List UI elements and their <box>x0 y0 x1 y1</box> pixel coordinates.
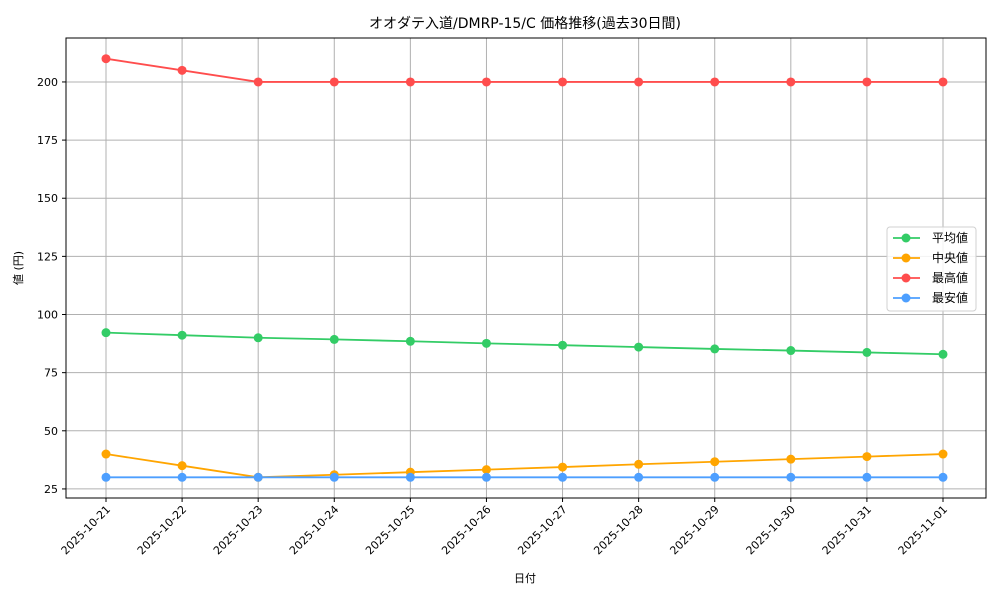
data-point <box>405 472 415 482</box>
legend-marker-icon <box>901 273 911 283</box>
x-tick-label: 2025-10-27 <box>515 503 569 557</box>
legend-marker-icon <box>901 293 911 303</box>
data-point <box>329 472 339 482</box>
data-point <box>634 77 644 87</box>
y-tick-label: 75 <box>44 367 58 380</box>
data-point <box>710 77 720 87</box>
data-point <box>329 334 339 344</box>
data-point <box>558 340 568 350</box>
data-point <box>862 472 872 482</box>
x-axis-ticks: 2025-10-21 2025-10-22 2025-10-23 2025-10-24… <box>59 498 950 557</box>
x-tick-label: 2025-10-25 <box>363 503 417 557</box>
legend-label: 最安値 <box>932 290 968 305</box>
data-point <box>710 472 720 482</box>
data-point <box>177 472 187 482</box>
series-line <box>101 472 948 482</box>
legend-label: 最高値 <box>932 270 968 285</box>
data-point <box>177 461 187 471</box>
x-tick-label: 2025-10-29 <box>667 503 721 557</box>
data-point <box>786 77 796 87</box>
y-tick-label: 175 <box>37 134 58 147</box>
data-point <box>101 449 111 459</box>
y-axis-ticks: 25 50 75 100 125 150 175 200 <box>37 76 66 496</box>
data-point <box>786 472 796 482</box>
legend-marker-icon <box>901 253 911 263</box>
legend-label: 平均値 <box>932 230 968 245</box>
data-point <box>405 77 415 87</box>
legend-label: 中央値 <box>932 250 968 265</box>
data-point <box>862 347 872 357</box>
data-point <box>481 338 491 348</box>
data-point <box>481 77 491 87</box>
y-tick-label: 150 <box>37 192 58 205</box>
data-point <box>634 459 644 469</box>
y-tick-label: 125 <box>37 250 58 263</box>
x-tick-label: 2025-10-30 <box>744 503 798 557</box>
data-point <box>101 54 111 64</box>
y-axis-label: 値 (円) <box>12 251 25 285</box>
data-point <box>481 472 491 482</box>
data-point <box>938 472 948 482</box>
data-point <box>938 77 948 87</box>
x-tick-label: 2025-10-22 <box>135 503 189 557</box>
data-point <box>710 457 720 467</box>
data-point <box>177 330 187 340</box>
legend-marker-icon <box>901 233 911 243</box>
x-tick-label: 2025-10-21 <box>59 503 113 557</box>
x-tick-label: 2025-10-24 <box>287 503 341 557</box>
data-point <box>938 349 948 359</box>
data-point <box>786 454 796 464</box>
data-point <box>481 465 491 475</box>
data-point <box>405 336 415 346</box>
data-point <box>101 472 111 482</box>
chart-title: オオダテ入道/DMRP-15/C 価格推移(過去30日間) <box>369 16 681 32</box>
x-tick-label: 2025-10-23 <box>211 503 265 557</box>
y-tick-label: 25 <box>44 483 58 496</box>
data-point <box>558 77 568 87</box>
series-line <box>101 54 948 87</box>
data-point <box>862 452 872 462</box>
data-point <box>253 472 263 482</box>
plot-area <box>65 37 987 499</box>
data-point <box>558 472 568 482</box>
data-point <box>177 65 187 75</box>
x-tick-label: 2025-10-31 <box>820 503 874 557</box>
data-point <box>253 77 263 87</box>
x-tick-label: 2025-10-28 <box>591 503 645 557</box>
grid-lines <box>66 38 986 498</box>
data-series <box>101 54 948 482</box>
data-point <box>786 346 796 356</box>
data-point <box>101 328 111 338</box>
series-line <box>101 328 948 359</box>
x-tick-label: 2025-10-26 <box>439 503 493 557</box>
data-point <box>634 342 644 352</box>
data-point <box>634 472 644 482</box>
data-point <box>329 77 339 87</box>
y-tick-label: 50 <box>44 425 58 438</box>
y-tick-label: 100 <box>37 309 58 322</box>
data-point <box>862 77 872 87</box>
x-axis-label: 日付 <box>514 572 536 585</box>
x-tick-label: 2025-11-01 <box>896 503 950 557</box>
y-tick-label: 200 <box>37 76 58 89</box>
data-point <box>938 449 948 459</box>
data-point <box>558 462 568 472</box>
data-point <box>253 333 263 343</box>
data-point <box>710 344 720 354</box>
